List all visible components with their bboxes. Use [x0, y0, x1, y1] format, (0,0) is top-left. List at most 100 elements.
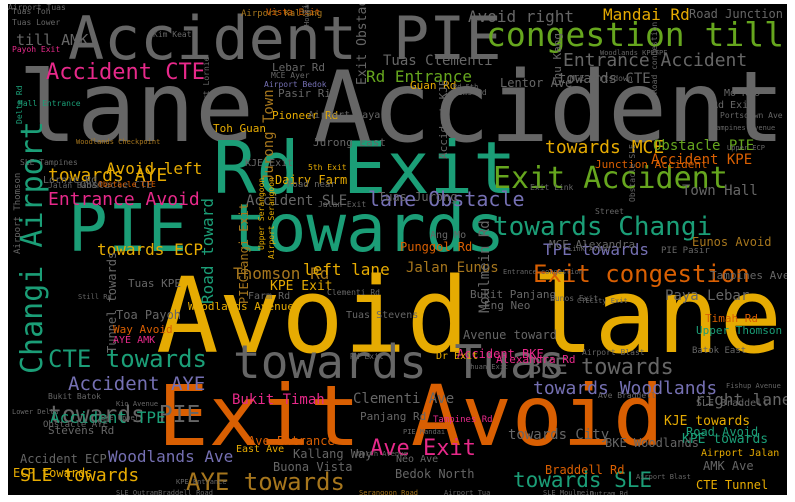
- word: PIE Pasir: [661, 246, 710, 256]
- word: Batok East: [692, 346, 747, 356]
- word: Exit Accident: [493, 161, 728, 196]
- word: Airport Serangoon: [267, 177, 276, 259]
- word: Vista Exit: [266, 8, 321, 18]
- word: Airport Blast: [636, 473, 691, 481]
- word: Tampines Rd: [433, 415, 493, 425]
- word: Obstacle CTE: [98, 180, 156, 189]
- word: ECP towards: [13, 466, 93, 480]
- word: Outram Rd: [590, 490, 628, 496]
- word: Accident PIE: [68, 4, 502, 74]
- word: KPE Exit: [270, 279, 333, 294]
- word: Portsdown Ave: [720, 111, 783, 120]
- word: Link Avoid: [568, 245, 611, 253]
- word: towards MCE: [545, 137, 665, 158]
- word: Lentor Ave: [500, 76, 573, 90]
- word: Thomson Rd: [233, 264, 330, 283]
- word: Panjang Rd: [360, 410, 427, 423]
- word: Ave Entrance: [248, 434, 335, 448]
- word: Fishup Avenue: [726, 382, 781, 390]
- word: SLE towards: [20, 465, 140, 486]
- word: Woodlands KPETPE: [600, 49, 668, 57]
- word: Entrance Avoid: [48, 189, 200, 210]
- word: Airport Lornie: [202, 56, 211, 124]
- word: Lower Delta: [12, 408, 59, 416]
- word: towards PIE: [48, 402, 201, 428]
- word: left lane: [303, 260, 390, 279]
- word: Rd Exit: [213, 126, 517, 210]
- word: PIE towards: [68, 190, 506, 267]
- word: towards Changi: [493, 212, 713, 242]
- word: Farm Rd: [248, 291, 291, 302]
- word: Chuan Exit: [466, 363, 509, 371]
- word: AYE towards: [186, 468, 345, 495]
- word: TPE towards: [543, 240, 649, 259]
- word: CTE Tunnel: [696, 478, 769, 492]
- word: Timah Rd: [705, 312, 758, 325]
- word: Bedok North: [395, 467, 475, 481]
- word: Accident BKE: [457, 347, 544, 361]
- word: Ave Braddell: [598, 391, 656, 400]
- word: MCE Portsdown: [570, 74, 633, 83]
- word: Accident KPE: [651, 152, 753, 168]
- word: Junction Accident: [595, 158, 708, 171]
- word: towards AYE: [48, 165, 168, 186]
- word: Obstacle AYE: [43, 420, 109, 430]
- word: Town Hall: [682, 183, 758, 199]
- word: Hall Entrance: [18, 99, 81, 108]
- word: Tuas Lower: [12, 18, 61, 27]
- word: Ang Mo: [430, 230, 467, 241]
- word: Tuas Clementi: [383, 53, 493, 69]
- word: Way Avoid: [113, 323, 173, 336]
- word: towards City: [508, 427, 610, 443]
- word: Accident CTE: [46, 60, 205, 85]
- word: Buona Vista: [273, 460, 353, 474]
- word: Accident ECP: [20, 452, 107, 466]
- word: Road Junction: [689, 7, 783, 21]
- word: till AMK: [16, 31, 89, 49]
- word: Avenue toward: [463, 328, 557, 342]
- word: Mo Kio: [724, 88, 761, 99]
- word: Jalan Exit: [318, 200, 367, 209]
- word: towards SLE: [513, 468, 653, 492]
- word: SLE Braddell: [696, 398, 769, 409]
- word: Mandai Rd: [603, 5, 690, 24]
- word: Upper Serangoon: [257, 177, 266, 250]
- word: Airport Jalan: [701, 448, 780, 459]
- word: Chu Kang: [551, 33, 564, 86]
- word: Eunos Avoid: [692, 235, 772, 249]
- word: Bukit Timah: [232, 392, 325, 408]
- word: towards Woodlands: [533, 378, 718, 399]
- word: Eunos Exit: [550, 294, 599, 303]
- word: Clementi Rd: [327, 288, 380, 297]
- word: Woodlands Ave: [108, 447, 234, 466]
- word: Still Rd: [78, 293, 112, 301]
- word: Jalan Eunos: [406, 260, 499, 276]
- word: Payoh Exit: [12, 45, 61, 54]
- word: Eng Neo: [484, 299, 531, 312]
- word: Entrance Accident: [563, 50, 748, 71]
- word: Punggol Rd: [400, 240, 473, 254]
- word: PIE Mandai: [403, 428, 446, 436]
- word: Guan Rd: [410, 79, 457, 92]
- word: towards Tuas: [233, 335, 566, 389]
- word: Exit Obstacle: [355, 4, 370, 85]
- word: Avoid left: [106, 159, 203, 178]
- word: Accident KJE: [437, 79, 450, 159]
- word: Ave Exit: [370, 436, 476, 461]
- word: Rd Exit: [712, 100, 755, 111]
- word: KPE towards: [682, 432, 769, 447]
- word: Airport Tuas: [8, 4, 66, 12]
- word: Alexandra Rd: [496, 353, 576, 366]
- word: SLE OutramBraddell Road: [116, 489, 213, 496]
- word: Tuas Jurong: [378, 190, 458, 204]
- word: Paya Lebar: [665, 288, 750, 304]
- word: MCE Ayer: [271, 71, 310, 80]
- word: congestion till: [486, 15, 785, 54]
- word: Toa Payoh: [116, 308, 182, 322]
- word: PIEChangi Exit: [237, 202, 251, 304]
- word: Obstacle PIE: [653, 138, 755, 154]
- word: Tuas Stevens: [346, 310, 419, 321]
- word: Road congestion: [650, 21, 659, 94]
- word: Road Avoid: [686, 425, 759, 439]
